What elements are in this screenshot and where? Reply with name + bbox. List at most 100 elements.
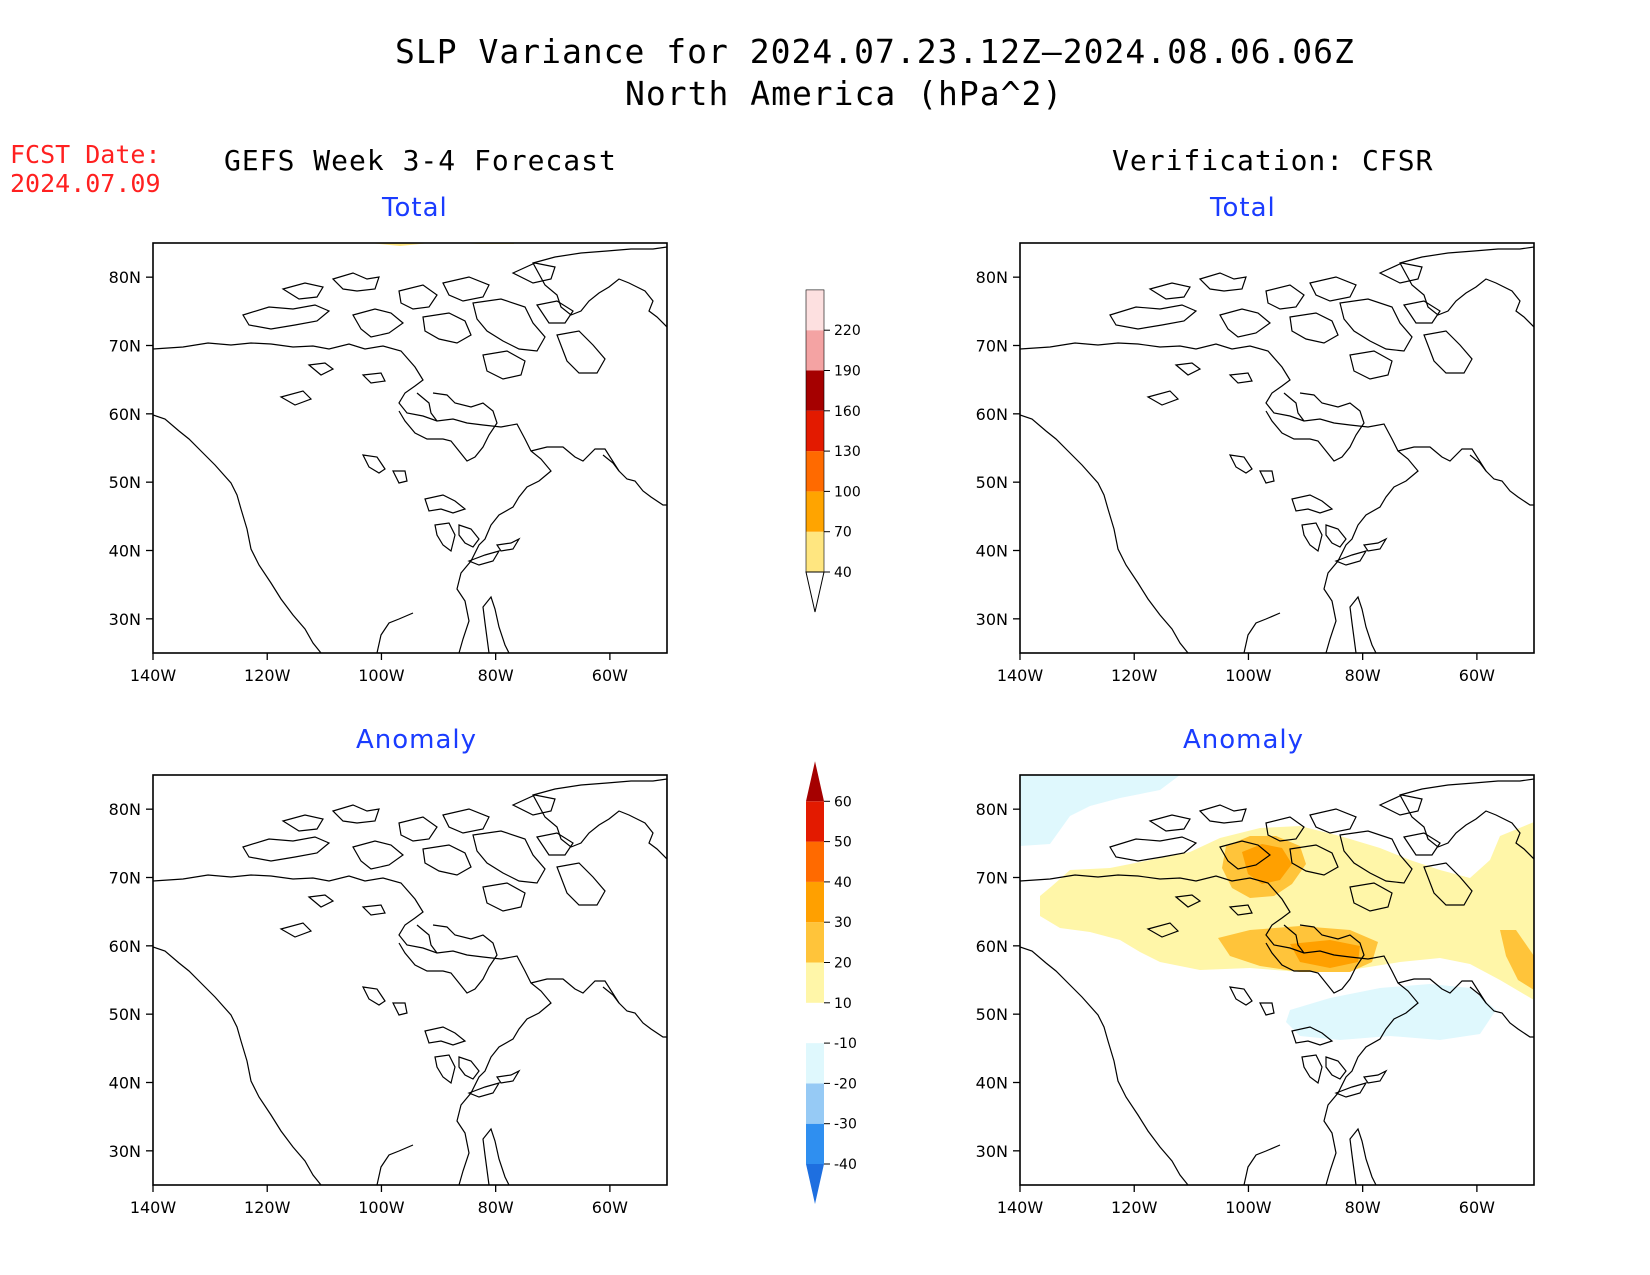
lat-tick-label: 30N: [976, 610, 1008, 629]
right-column-title: Verification: CFSR: [1112, 144, 1434, 177]
colorbar-total-label: 190: [834, 364, 861, 380]
lon-tick-label: 120W: [1111, 1198, 1158, 1217]
colorbar-anomaly-segment: [806, 881, 824, 923]
colorbar-anomaly-label: 20: [834, 956, 852, 972]
shaded-region-anomaly-minus10: [1020, 775, 1180, 846]
map-panel-cfsr-total: [1019, 52, 1535, 654]
panel-label-cfsr-total: Total: [1210, 193, 1276, 223]
lat-tick-label: 40N: [976, 542, 1008, 561]
axes-layer: 140W 120W 100W 80W 60W 80N 70N 60N 50N 40N 30N 140W…: [109, 268, 1495, 1217]
colorbar-anomaly-segment: [806, 1083, 824, 1124]
shaded-region-anomaly-10: [620, 164, 656, 182]
shaded-region-total-40: [370, 243, 514, 246]
lat-tick-label: 40N: [976, 1074, 1008, 1093]
colorbar-anomaly-segment: [806, 922, 824, 963]
shaded-region-anomaly-10: [286, 46, 334, 68]
colorbar-total-frame: [805, 289, 825, 573]
colorbar-total-low-triangle: [805, 571, 825, 613]
colorbar-total-label: 220: [834, 323, 861, 339]
lat-tick-label: 70N: [109, 337, 141, 356]
fcst-date-label: FCST Date:: [10, 140, 161, 169]
panel-label-cfsr-anomaly: Anomaly: [1183, 725, 1305, 755]
left-column-title: GEFS Week 3-4 Forecast: [224, 144, 617, 177]
lat-tick-label: 60N: [109, 405, 141, 424]
lat-tick-label: 40N: [109, 1074, 141, 1093]
lon-tick-label: 140W: [130, 1198, 177, 1217]
colorbar-anomaly-segment: [806, 801, 824, 842]
panel-label-gefs-anomaly: Anomaly: [356, 725, 478, 755]
colorbar-anomaly-label: 10: [834, 996, 852, 1012]
fcst-date-value: 2024.07.09: [10, 169, 161, 198]
colorbar-anomaly: -40 -30 -20 -10 10 20 30 40 50 60: [806, 761, 857, 1204]
colorbar-anomaly-label: -10: [834, 1036, 857, 1052]
colorbar-total-label: 160: [834, 404, 861, 420]
lat-tick-label: 50N: [109, 473, 141, 492]
lon-tick-label: 120W: [244, 1198, 291, 1217]
colorbar-total-segment: [806, 330, 824, 371]
lon-tick-label: 80W: [478, 1198, 514, 1217]
lat-tick-label: 60N: [976, 405, 1008, 424]
shaded-region-total-40: [1070, 94, 1132, 118]
colorbar-total-segment: [806, 451, 824, 492]
shaded-region-total-40: [1140, 96, 1420, 220]
colorbar-anomaly-label: 50: [834, 835, 852, 851]
colorbar-total-segment: [806, 370, 824, 411]
colorbar-anomaly-segment: [806, 1043, 824, 1084]
colorbar-anomaly-label: 60: [834, 794, 852, 810]
colorbar-anomaly-label: 40: [834, 875, 852, 891]
colorbar-total: 40 70 100 130 160 190 220: [805, 289, 861, 613]
lat-tick-label: 30N: [109, 610, 141, 629]
lat-tick-label: 50N: [109, 1005, 141, 1024]
colorbar-anomaly-label: -20: [834, 1076, 857, 1092]
colorbar-total-label: 70: [834, 525, 852, 541]
lon-tick-label: 140W: [997, 1198, 1044, 1217]
lon-tick-label: 120W: [244, 666, 291, 685]
lon-tick-label: 100W: [358, 1198, 405, 1217]
lat-tick-label: 50N: [976, 1005, 1008, 1024]
colorbar-anomaly-label: -40: [834, 1157, 857, 1173]
colorbar-anomaly-segment: [806, 1123, 824, 1164]
lon-tick-label: 140W: [997, 666, 1044, 685]
colorbar-total-segment: [806, 491, 824, 532]
shaded-region-anomaly-minus10: [1286, 984, 1496, 1040]
lon-tick-label: 60W: [1459, 666, 1495, 685]
lon-tick-label: 60W: [592, 666, 628, 685]
lon-tick-label: 80W: [1345, 666, 1381, 685]
shaded-region-anomaly-10: [424, 166, 530, 198]
colorbar-anomaly-segment: [806, 962, 824, 1003]
colorbar-total-segment: [806, 289, 824, 331]
lat-tick-label: 80N: [976, 800, 1008, 819]
lat-tick-label: 30N: [976, 1142, 1008, 1161]
lat-tick-label: 60N: [109, 937, 141, 956]
lon-tick-label: 60W: [1459, 1198, 1495, 1217]
colorbar-anomaly-high-triangle: [806, 761, 824, 802]
lon-tick-label: 80W: [1345, 1198, 1381, 1217]
lat-tick-label: 60N: [976, 937, 1008, 956]
lat-tick-label: 70N: [976, 869, 1008, 888]
colorbar-anomaly-segment: [806, 841, 824, 882]
colorbar-anomaly-label: 30: [834, 915, 852, 931]
shaded-region-total-40: [1478, 148, 1534, 240]
lat-tick-label: 70N: [109, 869, 141, 888]
lat-tick-label: 80N: [976, 268, 1008, 287]
figure-title: SLP Variance for 2024.07.23.12Z–2024.08.…: [395, 32, 1355, 71]
shaded-region-anomaly-30: [1290, 940, 1360, 968]
lat-tick-label: 30N: [109, 1142, 141, 1161]
map-panel-cfsr-anomaly: [1019, 774, 1535, 1186]
colorbar-anomaly-low-triangle: [806, 1164, 824, 1204]
colorbar-total-label: 40: [834, 565, 852, 581]
lon-tick-label: 80W: [478, 666, 514, 685]
figure-subtitle: North America (hPa^2): [625, 74, 1064, 113]
shaded-region-total-40: [1474, 52, 1534, 102]
lon-tick-label: 60W: [592, 1198, 628, 1217]
lat-tick-label: 80N: [109, 268, 141, 287]
panel-label-gefs-total: Total: [382, 193, 448, 223]
lon-tick-label: 140W: [130, 666, 177, 685]
colorbar-total-segment: [806, 531, 824, 572]
colorbar-total-label: 130: [834, 444, 861, 460]
map-panel-gefs-anomaly: [152, 46, 668, 1186]
map-panel-gefs-total: [152, 242, 668, 654]
lat-tick-label: 70N: [976, 337, 1008, 356]
shaded-region-anomaly-20: [1500, 930, 1534, 990]
lon-tick-label: 100W: [1225, 1198, 1272, 1217]
